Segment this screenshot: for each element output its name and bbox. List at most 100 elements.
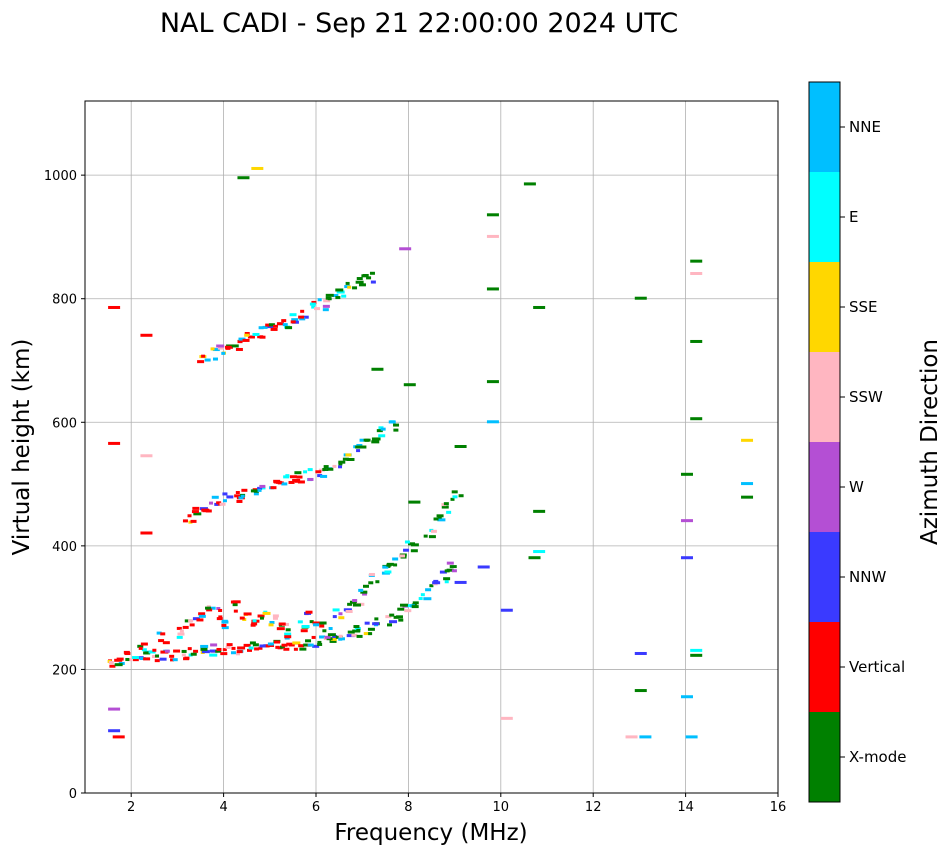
data-point bbox=[109, 664, 116, 668]
data-point bbox=[259, 484, 266, 488]
colorbar-swatch bbox=[809, 442, 840, 532]
data-point bbox=[291, 318, 299, 322]
data-point bbox=[182, 519, 188, 523]
data-point bbox=[399, 554, 406, 558]
data-point bbox=[454, 580, 467, 584]
data-point bbox=[285, 628, 291, 632]
data-point bbox=[370, 280, 376, 284]
data-point bbox=[124, 652, 131, 656]
data-point bbox=[230, 651, 236, 655]
y-tick-label: 600 bbox=[52, 416, 77, 431]
data-point bbox=[318, 621, 327, 625]
chart-title: NAL CADI - Sep 21 22:00:00 2024 UTC bbox=[160, 8, 678, 39]
data-point bbox=[444, 580, 449, 584]
data-point bbox=[216, 344, 225, 348]
data-point bbox=[219, 502, 226, 506]
x-tick-label: 14 bbox=[677, 800, 694, 815]
data-point bbox=[363, 632, 371, 636]
data-point bbox=[371, 437, 379, 441]
data-point bbox=[309, 620, 314, 624]
colorbar-tick-label: E bbox=[849, 208, 858, 226]
data-point bbox=[500, 716, 513, 720]
data-point bbox=[176, 626, 182, 630]
data-point bbox=[222, 648, 227, 652]
data-point bbox=[446, 510, 452, 514]
y-tick-label: 0 bbox=[69, 787, 77, 802]
data-point bbox=[352, 599, 358, 603]
data-point bbox=[114, 663, 123, 667]
data-point bbox=[312, 644, 320, 648]
x-tick-label: 4 bbox=[219, 800, 227, 815]
data-point bbox=[384, 570, 392, 574]
data-point bbox=[252, 643, 259, 647]
data-point bbox=[193, 649, 199, 653]
data-point bbox=[322, 629, 327, 633]
data-point bbox=[418, 597, 423, 601]
data-point bbox=[356, 628, 361, 632]
data-point bbox=[226, 495, 234, 499]
data-point bbox=[412, 601, 419, 605]
data-point bbox=[332, 615, 337, 619]
data-point bbox=[188, 520, 193, 524]
data-point bbox=[352, 629, 361, 633]
data-point bbox=[347, 630, 355, 634]
data-point bbox=[374, 617, 379, 621]
data-point bbox=[398, 618, 404, 622]
data-point bbox=[281, 319, 287, 323]
data-point bbox=[216, 647, 222, 651]
data-point bbox=[108, 441, 121, 445]
data-point bbox=[216, 607, 221, 611]
data-point bbox=[274, 640, 281, 644]
data-point bbox=[126, 658, 132, 662]
data-point bbox=[278, 622, 286, 626]
data-point bbox=[222, 492, 228, 496]
data-point bbox=[423, 597, 432, 601]
data-point bbox=[152, 648, 157, 652]
data-point bbox=[338, 612, 343, 616]
data-point bbox=[211, 495, 219, 499]
data-point bbox=[183, 657, 190, 661]
data-point bbox=[437, 518, 446, 522]
data-point bbox=[327, 297, 332, 301]
data-point bbox=[189, 623, 195, 627]
data-point bbox=[332, 635, 338, 639]
data-point bbox=[451, 569, 457, 573]
data-point bbox=[323, 465, 329, 469]
data-point bbox=[206, 608, 213, 612]
data-point bbox=[270, 327, 278, 331]
data-point bbox=[233, 609, 238, 613]
data-point bbox=[500, 608, 513, 612]
data-point bbox=[625, 735, 638, 739]
data-point bbox=[301, 315, 309, 319]
data-point bbox=[690, 648, 703, 652]
data-point bbox=[741, 482, 754, 486]
data-point bbox=[244, 333, 250, 337]
data-point bbox=[297, 620, 303, 624]
data-point bbox=[368, 572, 375, 576]
data-point bbox=[132, 658, 139, 662]
data-point bbox=[406, 604, 414, 608]
data-point bbox=[238, 337, 246, 341]
data-point bbox=[141, 648, 147, 652]
data-point bbox=[253, 489, 259, 493]
data-point bbox=[356, 634, 363, 638]
data-point bbox=[301, 624, 310, 628]
data-point bbox=[680, 472, 693, 476]
data-point bbox=[212, 348, 220, 352]
colorbar-tick-label: NNW bbox=[849, 568, 886, 586]
data-point bbox=[680, 695, 693, 699]
data-point bbox=[108, 729, 121, 733]
data-point bbox=[300, 629, 308, 633]
data-point bbox=[198, 612, 206, 616]
data-point bbox=[335, 288, 344, 292]
data-point bbox=[324, 635, 331, 639]
data-point bbox=[353, 625, 360, 629]
data-point bbox=[307, 643, 314, 647]
data-point bbox=[217, 346, 224, 350]
data-point bbox=[181, 653, 186, 657]
data-point bbox=[155, 654, 160, 658]
data-point bbox=[198, 614, 206, 618]
data-point bbox=[244, 331, 250, 335]
data-point bbox=[164, 649, 170, 653]
data-point bbox=[634, 296, 647, 300]
